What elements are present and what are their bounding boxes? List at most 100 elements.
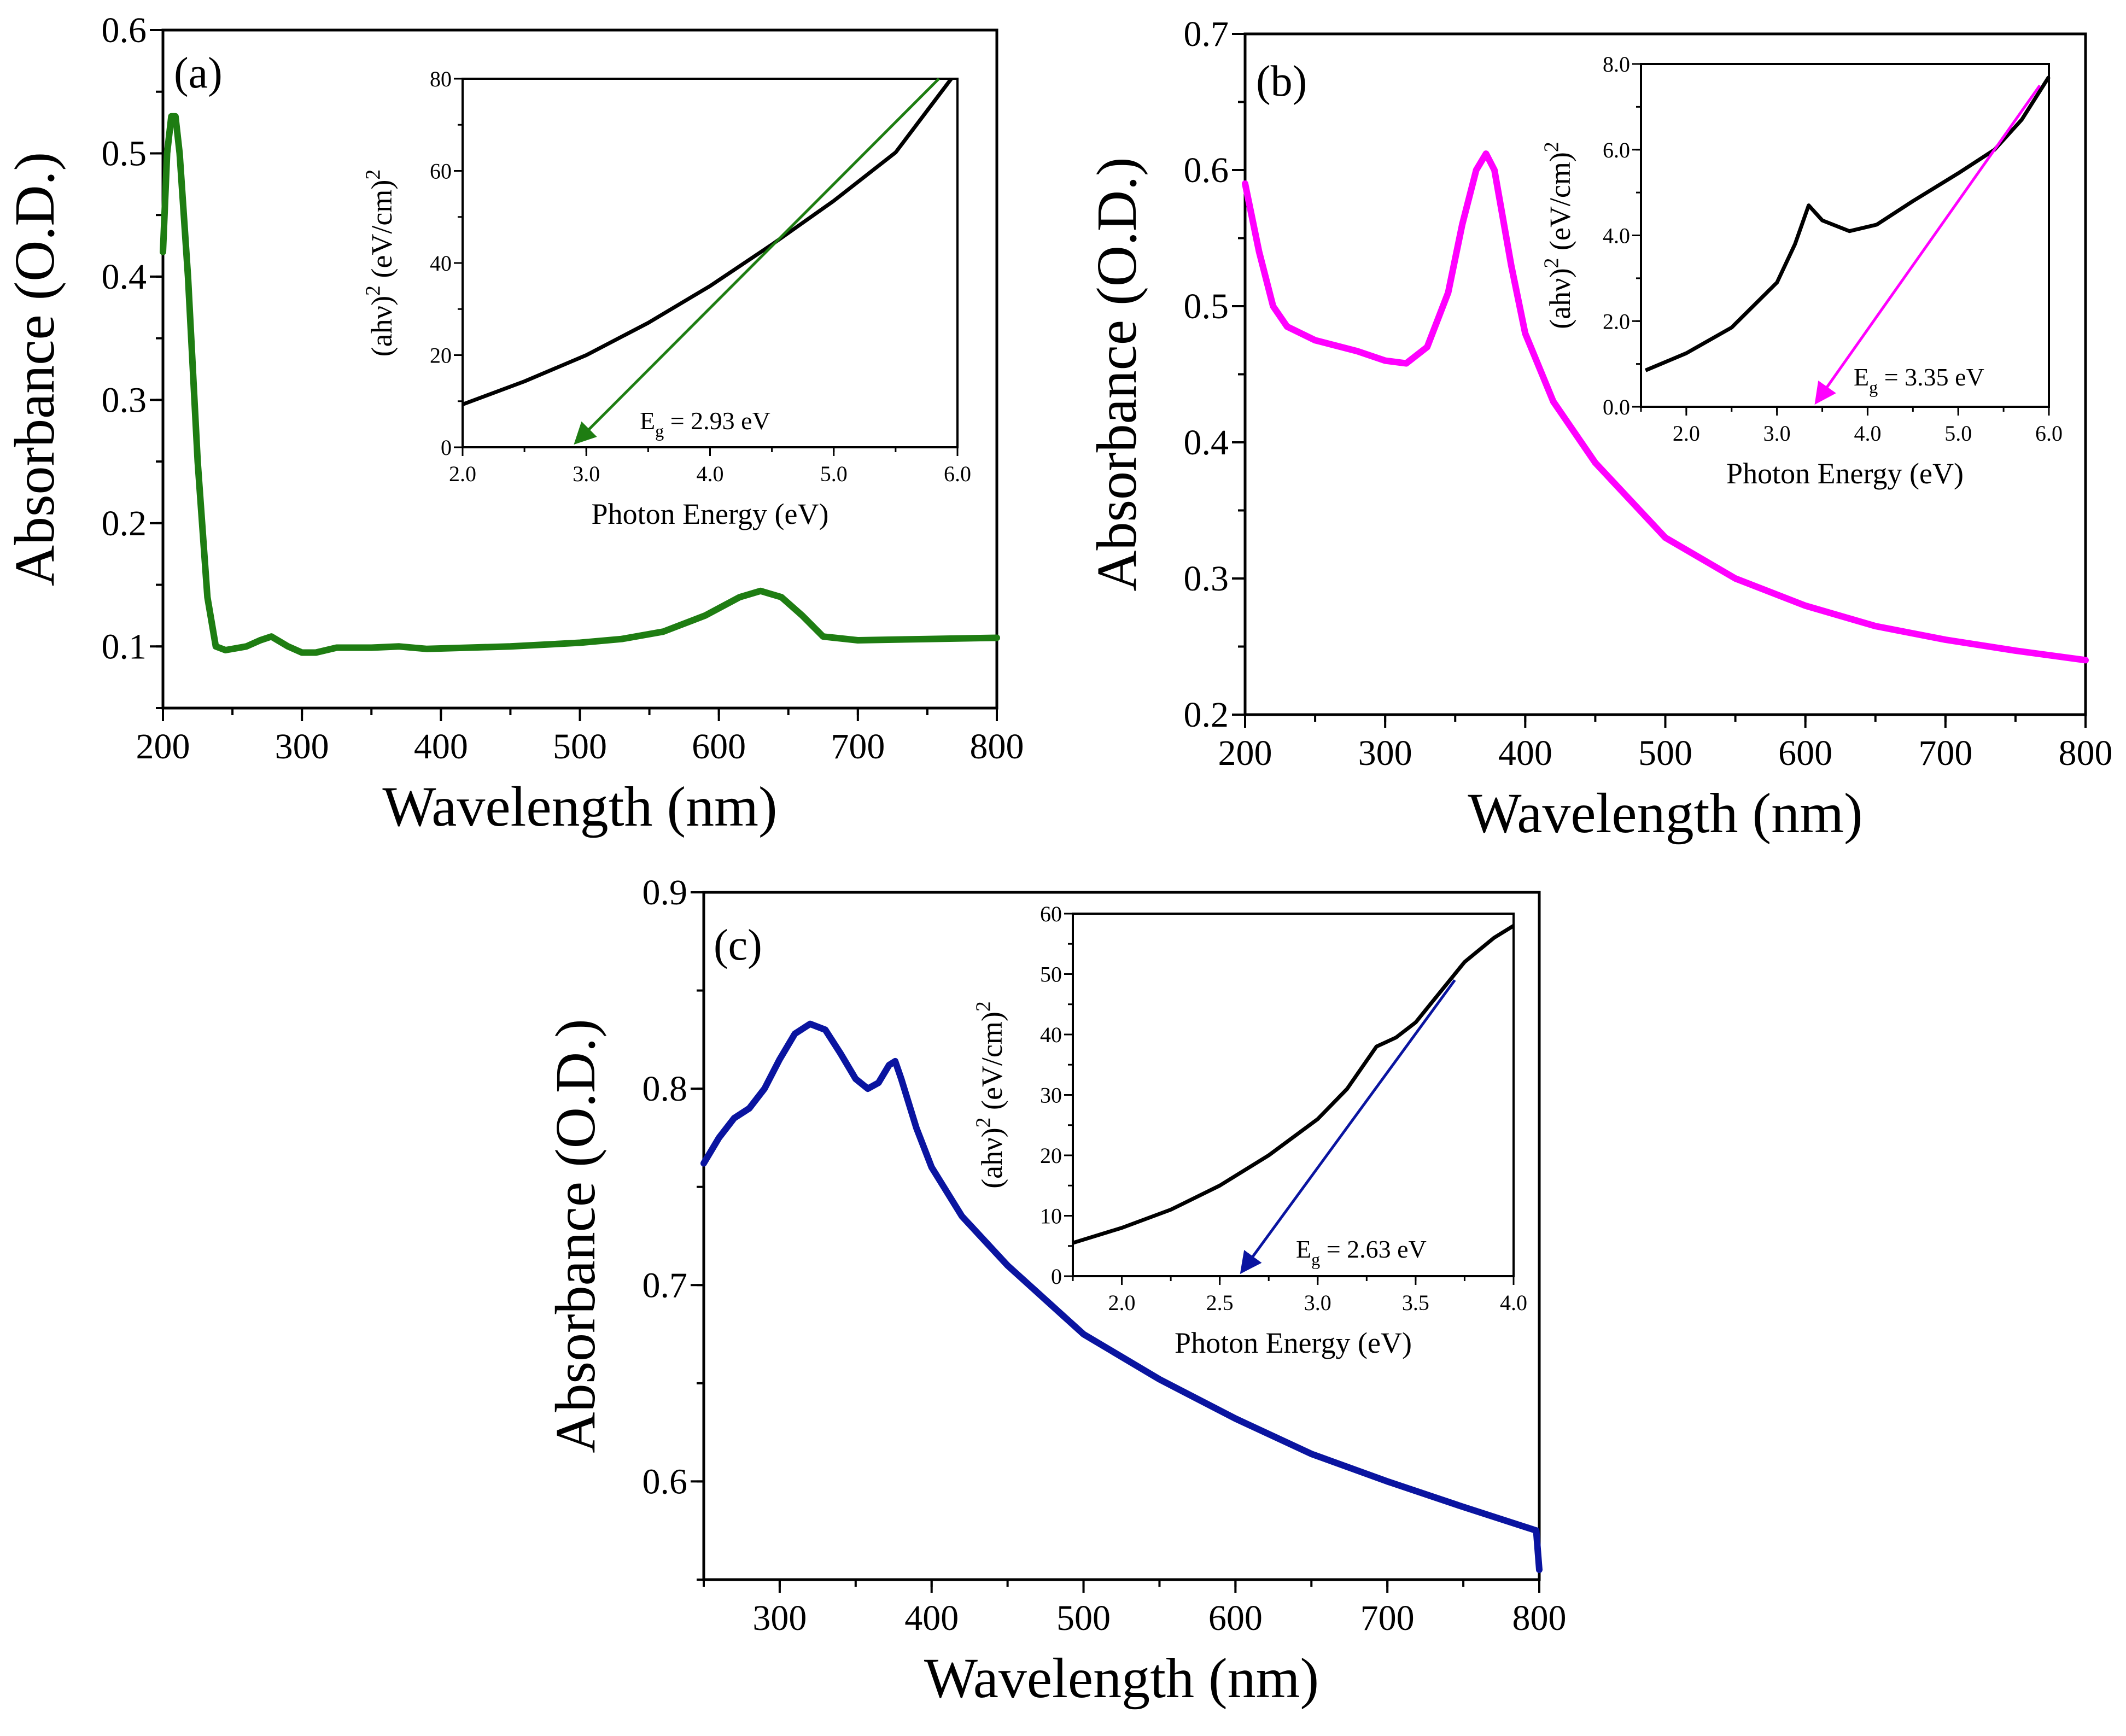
x-tick-label: 400 — [414, 727, 468, 767]
x-tick-label: 2.0 — [1673, 421, 1700, 446]
panel-label: (b) — [1256, 57, 1307, 106]
y-tick-label: 0.5 — [102, 133, 147, 173]
y-tick-label: 0.5 — [1184, 287, 1229, 326]
x-tick-label: 300 — [275, 727, 329, 767]
x-tick-label: 800 — [2059, 733, 2113, 773]
x-tick-label: 800 — [970, 727, 1024, 767]
x-tick-label: 200 — [1218, 733, 1272, 773]
plot-frame — [702, 891, 1541, 1581]
x-tick-label: 700 — [1918, 733, 1972, 773]
y-tick-label: 30 — [1040, 1083, 1062, 1108]
band-gap-annotation: Eg = 2.63 eV — [1296, 1235, 1427, 1269]
x-axis-label: Wavelength (nm) — [1468, 782, 1862, 845]
band-gap-annotation: Eg = 3.35 eV — [1854, 363, 1984, 397]
inset-frame — [1640, 63, 2050, 408]
tauc-curve — [1644, 75, 2051, 372]
chart-panel-b: 200 300 400 500 600 700 800 0.2 0.3 0.4 0.5 0.6 0.7 W… — [1085, 14, 2113, 845]
chart-panel-a: 200 300 400 500 600 700 8000.10.20.30.40.50.6W… — [3, 10, 1024, 838]
y-tick-label: 8.0 — [1603, 52, 1630, 77]
y-tick-label: 0.8 — [643, 1069, 688, 1109]
x-tick-label: 700 — [1360, 1598, 1415, 1638]
x-tick-label: 600 — [1208, 1598, 1263, 1638]
x-tick-label: 700 — [831, 727, 885, 767]
y-tick-label: 80 — [430, 67, 452, 91]
y-tick-label: 20 — [430, 343, 452, 368]
y-axis-label: (ahν)2 (eV/cm)2 — [361, 169, 398, 357]
y-axis-label: (ahν)2 (eV/cm)2 — [972, 1001, 1008, 1189]
panel-label: (a) — [174, 49, 223, 97]
x-tick-label: 6.0 — [944, 461, 971, 486]
inset-tauc-plot: 2.0 3.0 4.0 5.0 6.0 0.0 2.0 4.0 6.0 8.0 Photon Ene… — [1540, 52, 2063, 490]
x-tick-label: 200 — [136, 727, 190, 767]
x-tick-label: 4.0 — [1500, 1290, 1527, 1315]
tauc-curve — [1072, 924, 1515, 1245]
x-tick-label: 600 — [692, 727, 746, 767]
panel-label: (c) — [714, 921, 762, 969]
tauc-curve — [462, 77, 953, 406]
x-tick-label: 2.0 — [449, 461, 476, 486]
y-tick-label: 0 — [1051, 1264, 1062, 1289]
y-tick-label: 40 — [1040, 1022, 1062, 1047]
y-tick-label: 4.0 — [1603, 224, 1630, 248]
y-tick-label: 0.7 — [1184, 14, 1229, 54]
x-tick-label: 6.0 — [2035, 421, 2063, 446]
y-tick-label: 0.6 — [1184, 150, 1229, 190]
x-tick-label: 2.0 — [1108, 1290, 1136, 1315]
y-tick-label: 2.0 — [1603, 309, 1630, 334]
x-tick-label: 3.5 — [1402, 1290, 1429, 1315]
y-tick-label: 0.6 — [102, 10, 147, 50]
x-tick-label: 3.0 — [1763, 421, 1791, 446]
x-tick-label: 5.0 — [1944, 421, 1972, 446]
y-tick-label: 0.2 — [102, 504, 147, 543]
x-tick-label: 800 — [1512, 1598, 1567, 1638]
y-tick-label: 0.0 — [1603, 395, 1630, 419]
band-gap-fit-arrow — [1240, 979, 1456, 1275]
y-tick-label: 6.0 — [1603, 138, 1630, 162]
y-tick-label: 0.4 — [102, 257, 147, 297]
band-gap-annotation: Eg = 2.93 eV — [640, 407, 770, 441]
x-tick-label: 2.5 — [1206, 1290, 1234, 1315]
absorbance-line — [700, 1020, 1543, 1573]
x-axis-label: Wavelength (nm) — [924, 1647, 1319, 1710]
y-tick-label: 0.3 — [1184, 559, 1229, 599]
x-tick-label: 500 — [553, 727, 607, 767]
y-tick-label: 0.4 — [1184, 423, 1229, 463]
band-gap-fit-arrow — [1814, 84, 2041, 405]
y-tick-label: 50 — [1040, 962, 1062, 987]
y-tick-label: 0.3 — [102, 380, 147, 420]
y-tick-label: 0.9 — [643, 873, 688, 913]
absorbance-line — [1242, 150, 2089, 664]
chart-panel-c: 300 400 500 600 700 8000.60.70.80.9Wavelength… — [544, 873, 1567, 1710]
y-tick-label: 40 — [430, 251, 452, 276]
x-tick-label: 5.0 — [820, 461, 848, 486]
x-tick-label: 4.0 — [1854, 421, 1881, 446]
x-axis-label: Photon Energy (eV) — [592, 498, 829, 530]
x-tick-label: 600 — [1778, 733, 1832, 773]
y-tick-label: 0.1 — [102, 627, 147, 667]
inset-tauc-plot: 2.0 2.5 3.0 3.5 4.0 0 10 20 30 40 50 60 Photon Energ… — [972, 902, 1527, 1359]
x-tick-label: 3.0 — [1304, 1290, 1331, 1315]
y-tick-label: 0.2 — [1184, 695, 1229, 735]
x-tick-label: 400 — [1498, 733, 1552, 773]
x-axis-label: Wavelength (nm) — [382, 775, 777, 838]
y-axis-label: (ahν)2 (eV/cm)2 — [1540, 142, 1576, 329]
y-axis-label: Absorbance (O.D.) — [544, 1019, 607, 1453]
y-tick-label: 10 — [1040, 1204, 1062, 1229]
y-tick-label: 0.7 — [643, 1265, 688, 1305]
x-tick-label: 3.0 — [573, 461, 600, 486]
x-axis-label: Photon Energy (eV) — [1175, 1326, 1412, 1359]
y-tick-label: 0.6 — [643, 1462, 688, 1501]
band-gap-fit-arrow — [574, 78, 940, 445]
y-tick-label: 60 — [430, 159, 452, 184]
x-tick-label: 300 — [752, 1598, 807, 1638]
x-tick-label: 4.0 — [697, 461, 724, 486]
x-axis-label: Photon Energy (eV) — [1726, 457, 1964, 490]
x-tick-label: 500 — [1638, 733, 1692, 773]
y-axis-label: Absorbance (O.D.) — [3, 152, 66, 586]
y-tick-label: 0 — [441, 435, 452, 460]
absorbance-line — [160, 113, 1000, 656]
inset-tauc-plot: 2.0 3.0 4.0 5.0 6.0 0 20 40 60 80 Photon Energy (e… — [361, 67, 971, 530]
y-tick-label: 20 — [1040, 1143, 1062, 1168]
x-tick-label: 400 — [904, 1598, 959, 1638]
